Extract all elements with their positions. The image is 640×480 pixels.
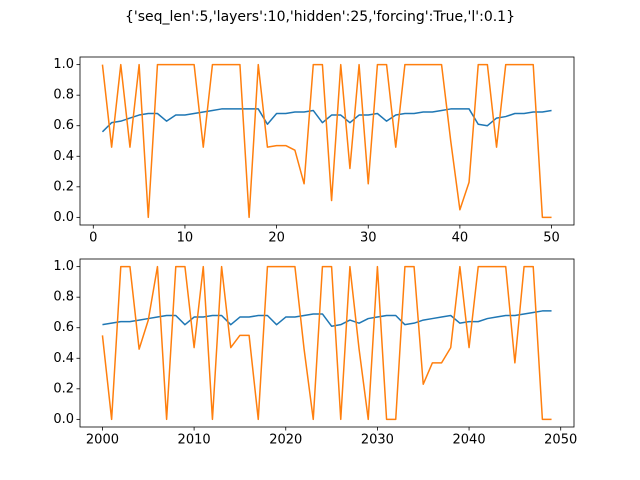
axes-frame [79,56,575,226]
x-tick-label: 20 [268,231,285,246]
x-tick-label: 40 [452,231,469,246]
y-tick-label: 0.6 [53,320,74,335]
x-tick-label: 2030 [361,433,394,448]
x-tick-label: 2020 [269,433,302,448]
x-tick-label: 10 [177,231,194,246]
x-tick-label: 2040 [453,433,486,448]
x-tick-label: 50 [543,231,560,246]
figure-title: {'seq_len':5,'layers':10,'hidden':25,'fo… [125,9,515,25]
x-tick-label: 30 [360,231,377,246]
x-tick-label: 2050 [544,433,577,448]
y-tick-label: 0.4 [53,351,74,366]
y-tick-label: 0.2 [53,179,74,194]
y-tick-label: 0.2 [53,381,74,396]
x-tick-label: 0 [89,231,97,246]
x-tick-label: 2000 [86,433,119,448]
axes-frame [79,258,575,428]
line-series [101,108,552,133]
line-series [101,63,552,219]
y-tick-label: 1.0 [53,57,74,72]
line-series [102,310,552,327]
y-tick-label: 0.0 [53,210,74,225]
y-tick-label: 0.8 [53,290,74,305]
y-tick-label: 0.0 [53,412,74,427]
y-tick-label: 0.4 [53,149,74,164]
line-series [101,265,552,421]
y-tick-label: 1.0 [53,259,74,274]
y-tick-label: 0.6 [53,118,74,133]
x-tick-label: 2010 [178,433,211,448]
y-tick-label: 0.8 [53,88,74,103]
